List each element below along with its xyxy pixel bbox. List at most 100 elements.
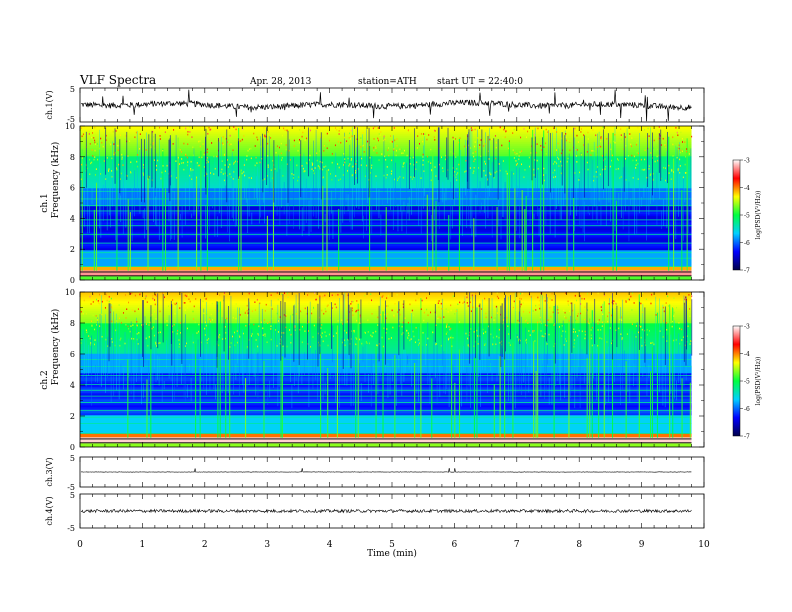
spectrogram-speckle [403, 162, 405, 164]
ch3-ytick-top: 5 [70, 454, 75, 463]
spectrogram-sferic [253, 348, 255, 377]
spectrogram-speckle [557, 306, 559, 309]
ch1-freq-axis-label: Frequency (kHz) [50, 142, 61, 219]
spectrogram-speckle [335, 306, 337, 309]
spectrogram-speckle [407, 332, 409, 334]
spectrogram-band [80, 435, 692, 438]
spectrogram-gap [545, 293, 547, 342]
spectrogram-speckle [353, 329, 355, 332]
spectrogram-speckle [299, 129, 301, 131]
spectrogram-speckle [139, 293, 141, 296]
spectrogram-speckle [108, 295, 110, 298]
spectrogram-sferic [587, 339, 589, 384]
spectrogram-speckle [549, 298, 551, 300]
colorbar-tick-label: -6 [744, 240, 750, 247]
spectrogram-speckle [540, 292, 542, 295]
spectrogram-speckle [529, 334, 531, 336]
spectrogram-speckle [103, 160, 105, 162]
spectrogram-speckle [555, 175, 557, 178]
spectrogram-speckle [484, 297, 486, 300]
spectrogram-speckle [523, 176, 525, 179]
spectrogram-speckle [101, 313, 103, 316]
spectrogram-speckle [143, 166, 145, 169]
spectrogram-speckle [287, 296, 289, 298]
spectrogram-band [80, 196, 692, 199]
spectrogram-speckle [667, 295, 669, 298]
spectrogram-speckle [127, 325, 129, 328]
spectrogram-band [80, 278, 692, 280]
spectrogram-speckle [289, 329, 291, 331]
spectrogram-sferic [641, 196, 642, 207]
spectrogram-speckle [646, 136, 648, 138]
spectrogram-sferic [487, 326, 488, 394]
spectrogram-speckle [125, 323, 127, 326]
spectrogram-speckle [381, 336, 383, 339]
spectrogram-sferic [680, 345, 681, 384]
spectrogram-speckle [116, 167, 118, 169]
spectrogram-speckle [570, 302, 572, 305]
spectrogram-speckle [680, 131, 682, 134]
spectrogram-speckle [281, 159, 283, 161]
spectrogram-speckle [672, 306, 674, 309]
spectrogram-gap [284, 302, 286, 358]
spectrogram-gap [348, 304, 350, 356]
spectrogram-speckle [164, 296, 166, 299]
spectrogram-sferic [441, 195, 442, 197]
spectrogram-gap [273, 140, 275, 203]
spectrogram-band [80, 393, 692, 396]
spectrogram-sferic [430, 214, 432, 242]
spectrogram-sferic [605, 153, 607, 226]
spectrogram-speckle [640, 158, 642, 161]
spectrogram-speckle [178, 148, 180, 150]
spectrogram-speckle [278, 331, 280, 333]
spectrogram-speckle [666, 340, 668, 342]
spectrogram-speckle [489, 138, 491, 141]
spectrogram-sferic [425, 333, 426, 366]
spectrogram-sferic [223, 369, 225, 390]
spectrogram-sferic [603, 301, 605, 438]
spectrogram-speckle [375, 175, 377, 177]
spectrogram-speckle [86, 331, 88, 334]
spectrogram-speckle [520, 303, 522, 306]
spectrogram-band [80, 172, 692, 175]
spectrogram-speckle [430, 162, 432, 164]
spectrogram-speckle [222, 173, 224, 175]
spectrogram-sferic [580, 152, 582, 229]
spectrogram-gap [293, 305, 295, 362]
spectrogram-speckle [204, 327, 206, 330]
spectrogram-speckle [181, 158, 183, 160]
spectrogram-speckle [611, 159, 613, 162]
spectrogram-speckle [458, 141, 460, 144]
spectrogram-speckle [590, 337, 592, 340]
spectrogram-speckle [147, 178, 149, 180]
spectrogram-sferic [336, 325, 338, 438]
spectrogram-speckle [238, 334, 240, 337]
spectrogram-speckle [356, 319, 358, 322]
spectrogram-gap [434, 304, 436, 343]
spectrogram-speckle [88, 133, 90, 135]
spectrogram-sferic [127, 359, 129, 438]
spectrogram-speckle [387, 295, 389, 297]
spectrogram-sferic [687, 321, 689, 365]
spectrogram-speckle [574, 172, 576, 174]
spectrogram-speckle [148, 324, 150, 326]
spectrogram-speckle [283, 314, 285, 316]
spectrogram-speckle [467, 305, 469, 307]
spectrogram-speckle [318, 344, 320, 347]
spectrogram-sferic [150, 316, 152, 438]
spectrogram-sferic [234, 200, 236, 227]
spectrogram-speckle [257, 345, 259, 348]
spectrogram-speckle [118, 304, 120, 306]
spectrogram-speckle [414, 341, 416, 344]
spectrogram-sferic [291, 384, 293, 409]
spectrogram-speckle [95, 142, 97, 145]
spectrogram-speckle [233, 163, 235, 165]
spectrogram-sferic [593, 321, 594, 379]
spectrogram-speckle [521, 163, 523, 166]
spectrogram-sferic [615, 200, 618, 271]
spectrogram-sferic [308, 200, 310, 236]
spectrogram-speckle [629, 317, 631, 320]
spectrogram-speckle [556, 149, 558, 151]
spectrogram-speckle [658, 126, 660, 128]
spectrogram-speckle [543, 146, 545, 148]
